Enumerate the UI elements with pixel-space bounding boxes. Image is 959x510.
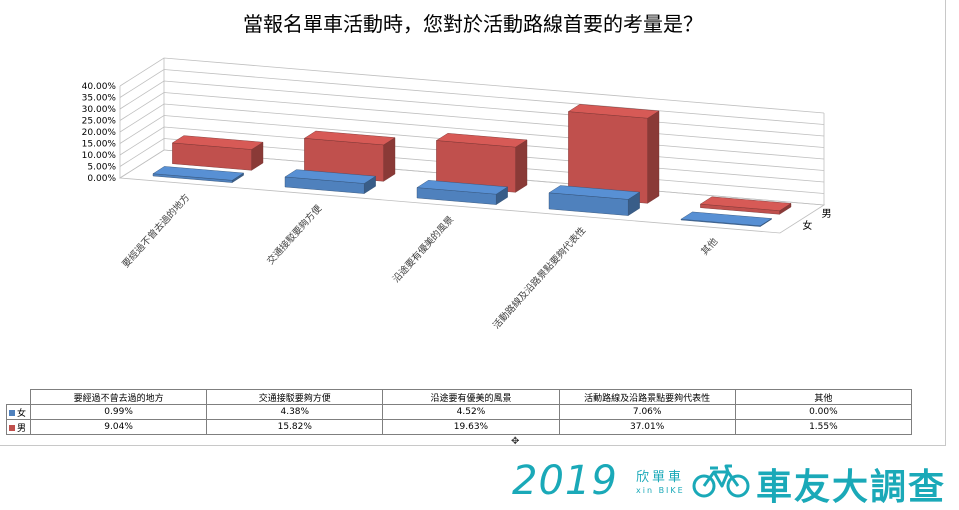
table-corner (6, 389, 31, 405)
bar-face (383, 137, 396, 182)
table-header-cell: 交通接駁要夠方便 (206, 389, 384, 405)
bar-female-4 (680, 211, 773, 227)
series-name: 女 (17, 408, 27, 419)
gridline (119, 80, 825, 137)
series-name: 男 (17, 423, 27, 434)
brand-name-en: xin BIKE (636, 486, 685, 495)
y-tick-label: 20.00% (82, 128, 117, 138)
brand-survey-title: 車友大調查 (756, 467, 947, 508)
table-cell: 15.82% (206, 419, 384, 435)
y-tick-label: 30.00% (82, 105, 117, 115)
table-row: 女 0.99% 4.38% 4.52% 7.06% 0.00% (6, 404, 913, 420)
brand-banner: 2019 欣單車 xin BIKE 車友大調查 (512, 456, 952, 508)
x-tick-label: 沿途要有優美的風景 (390, 213, 456, 285)
table-cell: 4.52% (382, 404, 560, 420)
depth-axis-label: 女 (802, 219, 812, 232)
chart-frame (0, 0, 946, 446)
bar-male-0 (171, 135, 264, 171)
floor (118, 149, 826, 234)
bar-female-3 (548, 185, 641, 216)
brand-name-cn: 欣單車 (636, 470, 685, 485)
bicycle-icon (692, 464, 750, 498)
y-tick-label: 35.00% (82, 94, 117, 104)
gridline (119, 69, 825, 125)
gridline (119, 57, 825, 114)
table-cell: 0.00% (734, 404, 913, 420)
table-cell: 1.55% (734, 419, 913, 435)
move-cursor-icon: ✥ (511, 436, 520, 447)
bar-face (680, 211, 773, 227)
table-cell: 7.06% (558, 404, 736, 420)
series-label-cell: 女 (6, 404, 31, 420)
bar-female-1 (284, 169, 377, 194)
brand-year: 2019 (512, 458, 618, 504)
bar-face (416, 180, 509, 195)
table-header-cell: 其他 (734, 389, 913, 405)
y-tick-label: 10.00% (82, 151, 117, 161)
bar-face (567, 104, 660, 119)
table-cell: 0.99% (29, 404, 208, 420)
bar-face (435, 133, 528, 148)
bar-male-2 (435, 133, 528, 193)
bar-face (171, 135, 264, 150)
y-tick-label: 5.00% (87, 163, 116, 173)
chart-plot: 0.00%5.00% 10.00%15.00% 20.00%25.00% 30.00%… (82, 57, 832, 331)
bar-female-2 (416, 180, 509, 205)
y-tick-label: 0.00% (87, 174, 116, 184)
table-header-cell: 沿途要有優美的風景 (382, 389, 560, 405)
bar-male-3 (567, 104, 660, 204)
table-cell: 37.01% (558, 419, 736, 435)
x-tick-label: 交通接駁要夠方便 (264, 202, 324, 267)
depth-axis-label: 男 (822, 208, 832, 220)
legend-swatch-female (9, 410, 15, 416)
y-tick-label: 25.00% (82, 117, 117, 127)
bar-face (647, 110, 660, 204)
x-tick-label: 要經過不曾去過的地方 (120, 191, 192, 270)
bar-female-0 (152, 166, 245, 183)
bar-face (548, 185, 641, 200)
bar-face (515, 139, 528, 193)
series-label-cell: 男 (6, 419, 31, 435)
data-table: 要經過不曾去過的地方 交通接駁要夠方便 沿途要有優美的風景 活動路線及沿路景點要… (6, 389, 913, 435)
chart-title: 當報名單車活動時，您對於活動路線首要的考量是？ (243, 12, 703, 36)
bar-male-4 (699, 196, 792, 215)
bar-male-1 (303, 130, 396, 182)
bar-face (284, 169, 377, 184)
table-cell: 19.63% (382, 419, 560, 435)
bar-face (303, 130, 396, 146)
bar-face (152, 166, 245, 181)
table-cell: 4.38% (206, 404, 384, 420)
bar-face (699, 196, 792, 211)
table-header-cell: 活動路線及沿路景點要夠代表性 (558, 389, 736, 405)
x-tick-label: 活動路線及沿路景點要夠代表性 (490, 224, 588, 331)
table-cell: 9.04% (29, 419, 208, 435)
table-header-row: 要經過不曾去過的地方 交通接駁要夠方便 沿途要有優美的風景 活動路線及沿路景點要… (6, 389, 913, 405)
table-header-cell: 要經過不曾去過的地方 (29, 389, 208, 405)
x-tick-label: 其他 (699, 235, 721, 258)
y-tick-label: 40.00% (82, 82, 117, 92)
legend-swatch-male (9, 425, 15, 431)
y-tick-label: 15.00% (82, 140, 117, 150)
table-row: 男 9.04% 15.82% 19.63% 37.01% 1.55% (6, 419, 913, 435)
